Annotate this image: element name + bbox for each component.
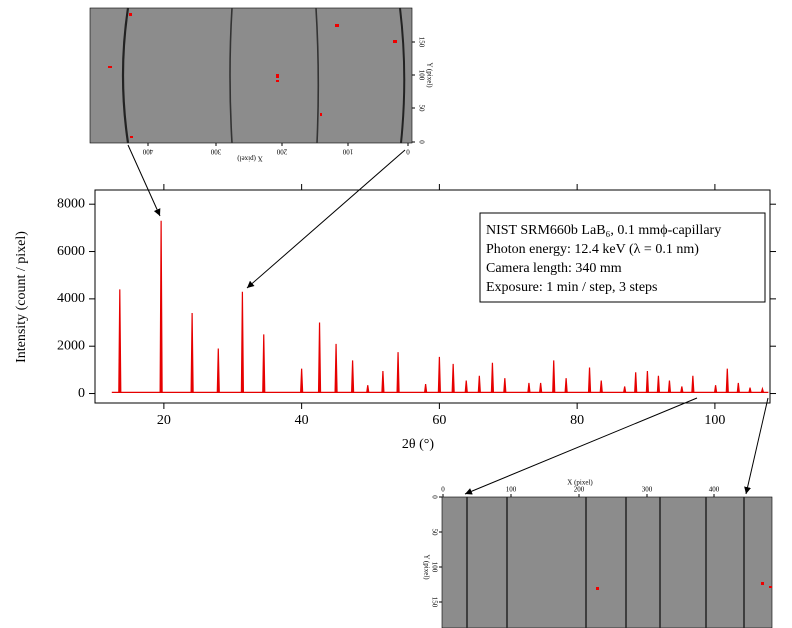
peak (490, 362, 495, 393)
inset-x-tick-label: 400 (709, 486, 720, 494)
peak (587, 367, 592, 393)
inset-x-tick-label: 0 (441, 486, 445, 494)
inset-y-tick-label: 0 (430, 495, 438, 499)
legend-text: NIST SRM660b LaB₆, 0.1 mmϕ-capillary (486, 223, 721, 238)
x-axis-label: 2θ (°) (402, 437, 434, 452)
inset-x-tick-label: 300 (642, 486, 653, 494)
peak (527, 382, 531, 393)
y-tick-label: 8000 (57, 196, 85, 211)
x-tick-label: 40 (295, 413, 309, 428)
peak (240, 291, 244, 393)
peak (190, 313, 194, 393)
inset-bottom (441, 496, 773, 628)
inset-x-label: X (pixel) (237, 154, 263, 162)
peak (713, 385, 718, 393)
peak (477, 375, 481, 393)
peak (503, 378, 507, 393)
inset-top (89, 7, 413, 144)
arrows (127, 144, 769, 495)
peak (760, 386, 765, 393)
peak (623, 386, 627, 393)
peak (552, 360, 556, 393)
inset-x-label: X (pixel) (567, 479, 593, 487)
y-axis-label: Intensity (count / pixel) (14, 231, 29, 363)
legend-text: Camera length: 340 mm (486, 261, 622, 276)
peak (748, 387, 752, 393)
x-tick-label: 80 (570, 413, 584, 428)
peak (366, 385, 370, 393)
legend-box (479, 212, 766, 303)
peak (667, 380, 672, 393)
peak (725, 368, 729, 393)
peak (691, 375, 695, 393)
inset-x-tick-label: 100 (342, 147, 353, 155)
peak (464, 380, 468, 393)
inset-y-label: Y (pixel) (422, 554, 430, 580)
plot-frame (94, 189, 771, 404)
x-tick-label: 100 (704, 413, 725, 428)
peak (317, 322, 322, 393)
peak (381, 371, 385, 393)
inset-x-tick-label: 0 (406, 147, 410, 155)
inset-y-tick-label: 150 (430, 597, 438, 608)
inset-x-tick-label: 300 (210, 147, 221, 155)
inset-y-tick-label: 150 (417, 37, 425, 48)
peak (539, 382, 543, 393)
peak (736, 382, 740, 393)
peak (216, 348, 220, 393)
peak (159, 220, 163, 393)
inset-y-label: Y (pixel) (425, 62, 433, 88)
peak (645, 371, 649, 393)
peak (599, 380, 603, 393)
legend-text: Exposure: 1 min / step, 3 steps (486, 280, 658, 295)
x-tick-label: 20 (157, 413, 171, 428)
inset-x-tick-label: 100 (506, 486, 517, 494)
x-tick-label: 60 (432, 413, 446, 428)
y-tick-label: 6000 (57, 244, 85, 259)
peak (680, 386, 684, 393)
peak (334, 343, 338, 393)
y-tick-label: 4000 (57, 291, 85, 306)
peak (451, 363, 455, 393)
peak (564, 378, 568, 393)
inset-y-tick-label: 100 (430, 562, 438, 573)
y-tick-label: 2000 (57, 338, 85, 353)
peak (437, 356, 441, 393)
peak (634, 372, 638, 393)
inset-x-tick-label: 200 (276, 147, 287, 155)
peak (656, 375, 661, 393)
peak (351, 360, 355, 393)
inset-y-tick-label: 50 (430, 529, 438, 537)
legend-text: Photon energy: 12.4 keV (λ = 0.1 nm) (486, 242, 699, 257)
peak (300, 368, 304, 393)
y-tick-label: 0 (78, 386, 85, 401)
peak (396, 352, 400, 393)
inset-y-tick-label: 0 (417, 140, 425, 144)
peak (262, 334, 266, 393)
peak (424, 383, 428, 393)
inset-x-tick-label: 400 (142, 147, 153, 155)
inset-x-tick-label: 200 (574, 486, 585, 494)
inset-y-tick-label: 50 (417, 105, 425, 113)
inset-y-tick-label: 100 (417, 70, 425, 81)
peak (118, 289, 122, 393)
